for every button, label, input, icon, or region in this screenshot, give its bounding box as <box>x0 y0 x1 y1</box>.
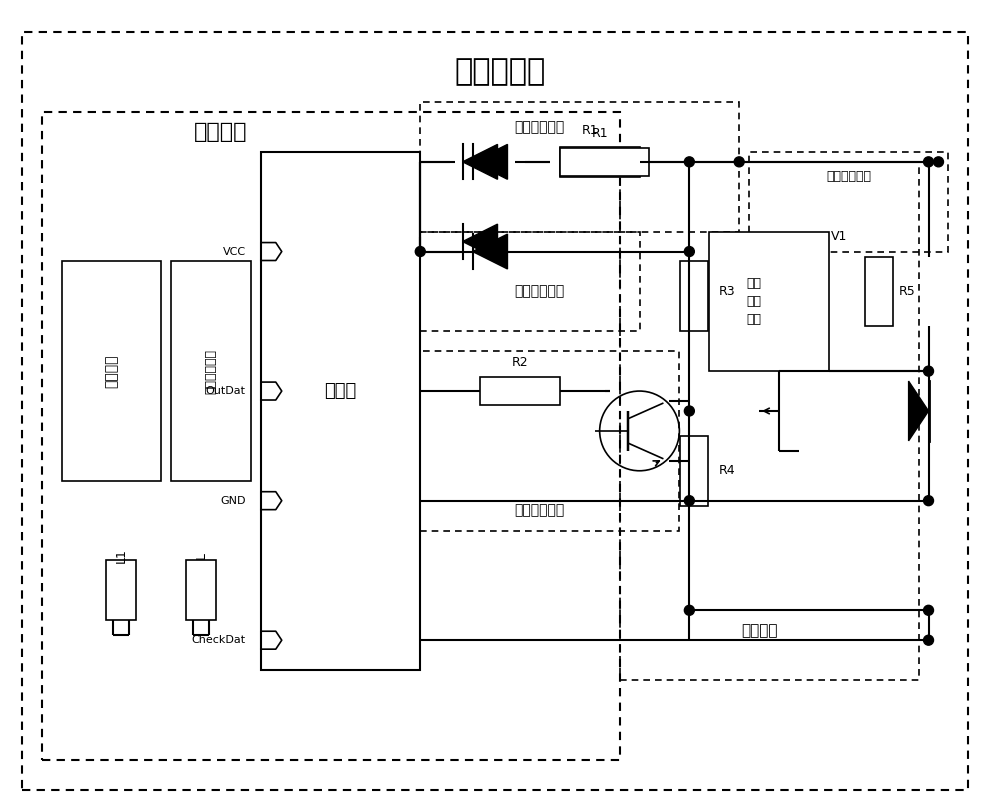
Text: 信号发生元件: 信号发生元件 <box>204 349 217 393</box>
Text: 电源输出通道: 电源输出通道 <box>515 120 565 134</box>
Circle shape <box>734 157 744 167</box>
Text: L: L <box>195 552 208 559</box>
Polygon shape <box>186 560 216 620</box>
Text: GND: GND <box>220 496 246 506</box>
Text: 单片机: 单片机 <box>324 382 357 400</box>
Polygon shape <box>865 256 893 326</box>
Text: 双控电路: 双控电路 <box>741 623 777 637</box>
Text: 信号发送模块: 信号发送模块 <box>515 504 565 517</box>
Polygon shape <box>909 381 929 441</box>
Polygon shape <box>463 224 498 259</box>
Polygon shape <box>680 436 708 505</box>
Circle shape <box>684 406 694 416</box>
Polygon shape <box>480 377 560 405</box>
Text: VCC: VCC <box>223 247 246 256</box>
Text: R2: R2 <box>512 356 528 369</box>
Text: 双控信号接口: 双控信号接口 <box>826 170 871 183</box>
Text: 单火线开关: 单火线开关 <box>454 58 546 87</box>
Text: 信号
接收
模块: 信号 接收 模块 <box>747 277 762 326</box>
Circle shape <box>684 496 694 505</box>
Text: 开关模块: 开关模块 <box>194 122 248 142</box>
Text: OutDat: OutDat <box>206 386 246 396</box>
Circle shape <box>684 605 694 616</box>
Text: V1: V1 <box>831 230 847 243</box>
Circle shape <box>924 605 934 616</box>
Text: CheckDat: CheckDat <box>192 635 246 646</box>
Text: R4: R4 <box>719 464 736 478</box>
Text: 整流装置: 整流装置 <box>104 354 118 388</box>
Polygon shape <box>709 232 829 371</box>
Circle shape <box>924 157 934 167</box>
Polygon shape <box>560 147 640 177</box>
Text: L1: L1 <box>115 548 128 563</box>
Polygon shape <box>463 144 498 179</box>
Polygon shape <box>106 560 136 620</box>
Circle shape <box>415 247 425 256</box>
Circle shape <box>924 635 934 646</box>
Polygon shape <box>171 261 251 481</box>
Text: R3: R3 <box>719 285 736 298</box>
Circle shape <box>934 157 943 167</box>
Text: R5: R5 <box>899 285 915 298</box>
Circle shape <box>924 366 934 376</box>
Circle shape <box>924 496 934 505</box>
Polygon shape <box>473 234 507 269</box>
Polygon shape <box>473 144 507 179</box>
Polygon shape <box>680 261 708 331</box>
Polygon shape <box>560 148 649 176</box>
Polygon shape <box>62 261 161 481</box>
Polygon shape <box>261 152 420 670</box>
Text: 电源输入通道: 电源输入通道 <box>515 285 565 298</box>
Circle shape <box>684 157 694 167</box>
Text: R1: R1 <box>581 124 598 137</box>
Text: R1: R1 <box>591 127 608 140</box>
Circle shape <box>684 247 694 256</box>
